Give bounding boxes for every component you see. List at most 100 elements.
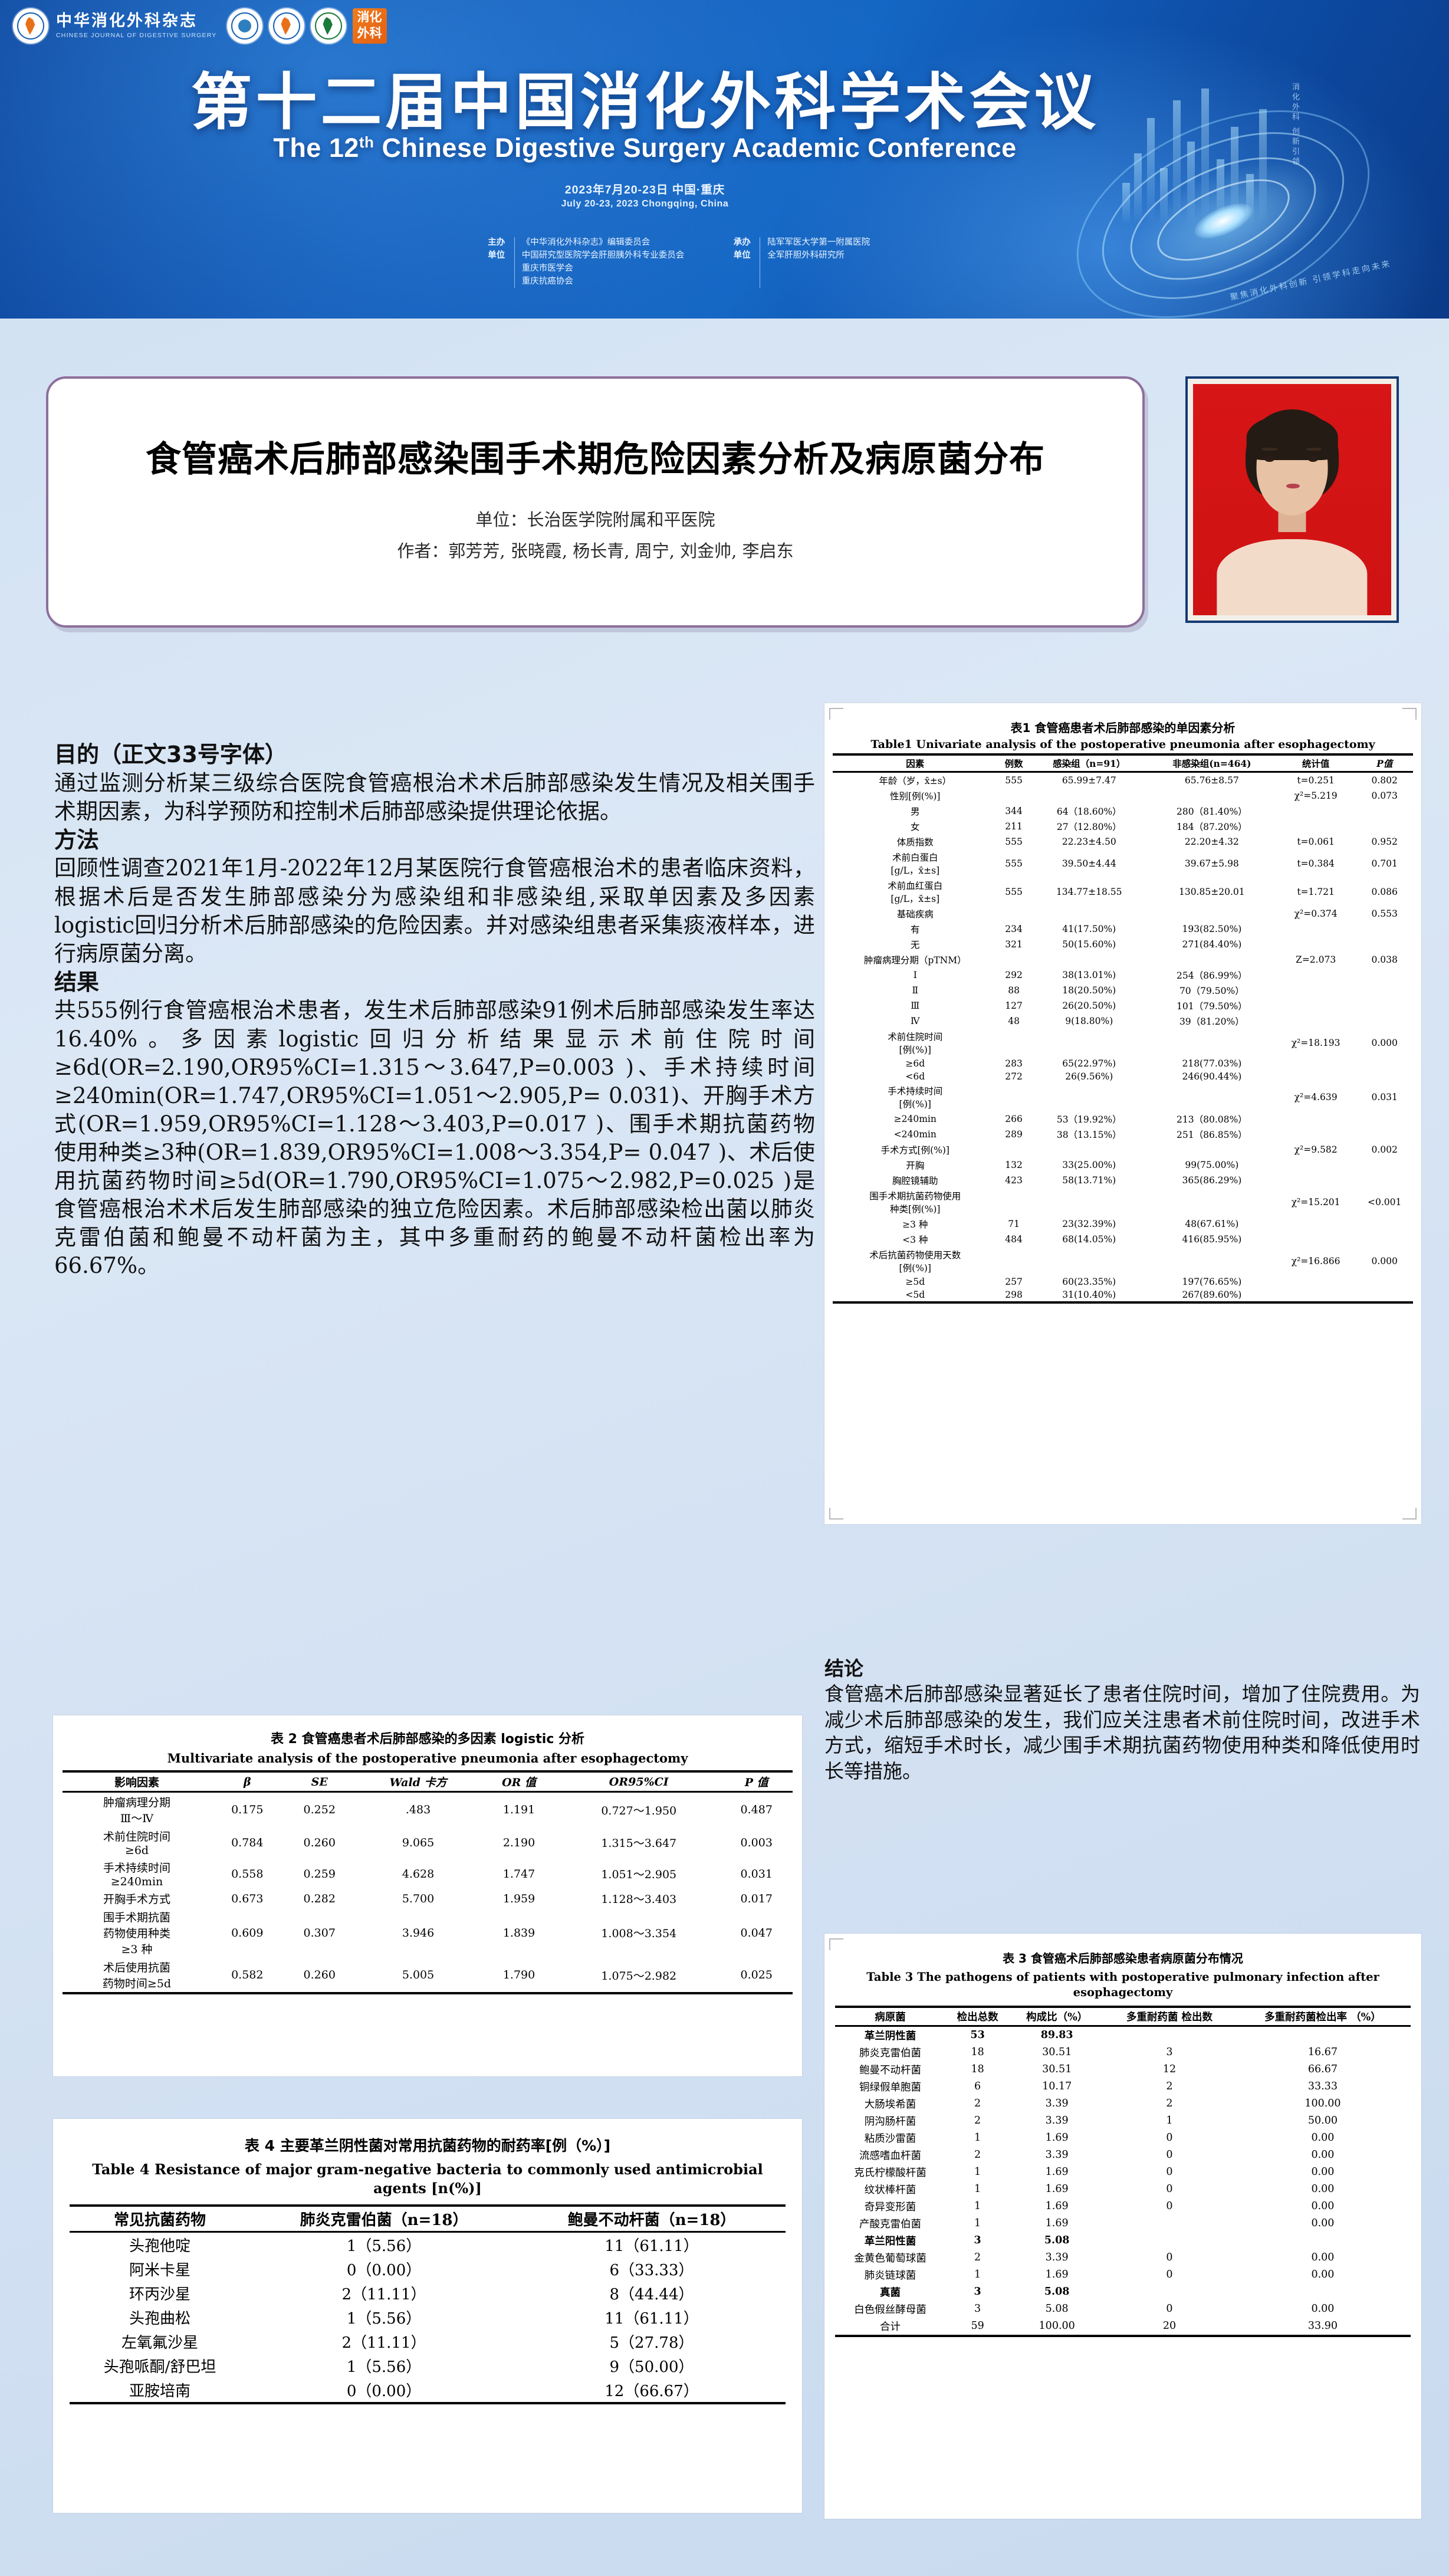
table-cell: 555 bbox=[1005, 887, 1023, 897]
table-cell bbox=[1276, 1013, 1356, 1029]
table-cell: 292 bbox=[1005, 970, 1023, 980]
table-cell: 1（5.56） bbox=[346, 2237, 422, 2255]
table-cell bbox=[1276, 1157, 1356, 1173]
journal-seal-icon bbox=[13, 8, 48, 44]
table-row: 术后使用抗菌 药物时间≥5d 0.582 0.260 5.005 1.790 1.075～2… bbox=[63, 1958, 793, 1993]
table-cell: 2.190 bbox=[502, 1836, 535, 1849]
table-cell: 0.802 bbox=[1371, 775, 1398, 786]
table-cell: 58(13.71%) bbox=[1062, 1175, 1116, 1186]
table-cell: 48 bbox=[1008, 1016, 1020, 1026]
table-cell bbox=[1356, 1070, 1413, 1083]
pathogen-mdr: 20 bbox=[1162, 2320, 1177, 2332]
pathogen-mdr-rate: 50.00 bbox=[1307, 2115, 1338, 2127]
table-cell: 0.175 bbox=[231, 1803, 264, 1816]
table-cell: 1.839 bbox=[502, 1926, 535, 1940]
table-row: 阴沟肠杆菌 2 3.39 1 50.00 bbox=[835, 2112, 1411, 2129]
table1-header-row: 因素 例数 感染组（n=91） 非感染组(n=464) 统计值 P值 bbox=[833, 754, 1413, 772]
table1-body: 年龄（岁，x̄±s） 555 65.99±7.47 65.76±8.57 t=0.251… bbox=[833, 772, 1413, 1302]
table-cell: 肿瘤病理分期 Ⅲ～Ⅳ bbox=[103, 1796, 171, 1825]
table-cell bbox=[1030, 1029, 1148, 1057]
pathogen-name: 流感嗜血杆菌 bbox=[859, 2150, 921, 2162]
table-row: <6d 272 26(9.56%) 246(90.44%) bbox=[833, 1070, 1413, 1083]
table2-head: 影响因素 β SE Wald 卡方 OR 值 OR95%CI P 值 bbox=[63, 1771, 793, 1792]
table-cell: 197(76.65%) bbox=[1182, 1276, 1242, 1287]
table-cell: 213（80.08%） bbox=[1177, 1114, 1247, 1125]
table-cell bbox=[1276, 1070, 1356, 1083]
methods-text: 回顾性调查2021年1月-2022年12月某医院行食管癌根治术的患者临床资料，根… bbox=[54, 855, 815, 966]
table3-col-1: 检出总数 bbox=[957, 2011, 998, 2023]
table3-header-row: 病原菌 检出总数 构成比（%） 多重耐药菌 检出数 多重耐药菌检出率 （%） bbox=[835, 2006, 1411, 2026]
table-cell: 64（18.60%） bbox=[1056, 806, 1122, 817]
pathogen-name: 革兰阴性菌 bbox=[864, 2030, 916, 2042]
pathogen-mdr-rate: 0.00 bbox=[1311, 2149, 1335, 2161]
pathogen-mdr: 0 bbox=[1166, 2303, 1173, 2315]
table2-caption-cn: 表 2 食管癌患者术后肺部感染的多因素 logistic 分析 bbox=[270, 1732, 585, 1747]
table-cell bbox=[1030, 788, 1148, 803]
table-row: 无 321 50(15.60%) 271(84.40%) bbox=[833, 937, 1413, 952]
pathogen-total: 1 bbox=[974, 2269, 981, 2281]
table-cell: 4.628 bbox=[402, 1867, 435, 1881]
table-cell: 5.700 bbox=[402, 1892, 435, 1905]
table-cell: t=0.251 bbox=[1297, 775, 1335, 786]
conference-banner: 消化外科 创新引领 聚焦消化外科创新 引领学科走向未来 中华消化外科杂志 CHI… bbox=[0, 0, 1449, 319]
table3-col-3: 多重耐药菌 检出数 bbox=[1126, 2011, 1213, 2023]
table-cell: t=0.384 bbox=[1297, 858, 1335, 869]
table-cell: 251（86.85%） bbox=[1177, 1130, 1247, 1140]
table-cell: 289 bbox=[1005, 1129, 1023, 1140]
pathogen-total: 2 bbox=[974, 2252, 981, 2264]
pathogen-pct: 3.39 bbox=[1045, 2098, 1069, 2110]
table-cell bbox=[1276, 819, 1356, 834]
pathogen-pct: 1.69 bbox=[1045, 2269, 1069, 2281]
table-cell: 365(86.29%) bbox=[1182, 1175, 1242, 1186]
pathogen-mdr-rate: 33.90 bbox=[1307, 2320, 1338, 2332]
pathogen-mdr-rate: 16.67 bbox=[1307, 2046, 1338, 2059]
table-cell: 344 bbox=[1005, 806, 1023, 816]
table3-caption-cn: 表 3 食管癌术后肺部感染患者病原菌分布情况 bbox=[1003, 1951, 1243, 1965]
table-cell: 8（44.44） bbox=[609, 2285, 694, 2303]
table-cell: 39.50±4.44 bbox=[1062, 858, 1116, 869]
conclusion-heading: 结论 bbox=[824, 1657, 863, 1680]
objective-text: 通过监测分析某三级综合医院食管癌根治术术后肺部感染发生情况及相关围手术期因素，为… bbox=[54, 770, 815, 824]
pathogen-pct: 3.39 bbox=[1045, 2149, 1069, 2161]
table3-head: 病原菌 检出总数 构成比（%） 多重耐药菌 检出数 多重耐药菌检出率 （%） bbox=[835, 2006, 1411, 2026]
table-cell bbox=[1356, 998, 1413, 1013]
table-cell: 阿米卡星 bbox=[129, 2261, 191, 2279]
pathogen-mdr: 0 bbox=[1166, 2200, 1173, 2213]
table-row: ≥6d 283 65(22.97%) 218(77.03%) bbox=[833, 1057, 1413, 1070]
table-cell: 132 bbox=[1005, 1160, 1023, 1170]
table-cell: 术前住院时间 ≥6d bbox=[103, 1830, 171, 1857]
table4-caption-en: Table 4 Resistance of major gram-negativ… bbox=[92, 2161, 763, 2197]
table-row: 真菌 3 5.08 bbox=[835, 2283, 1411, 2301]
pathogen-pct: 89.83 bbox=[1040, 2029, 1073, 2042]
table-cell: 0.307 bbox=[303, 1926, 336, 1940]
table2-col-4: OR 值 bbox=[502, 1776, 537, 1789]
table-row: 术前白蛋白 [g/L，x̄±s] 555 39.50±4.44 39.67±5.98 t=… bbox=[833, 849, 1413, 878]
table-cell bbox=[1030, 1247, 1148, 1275]
table-row: 粘质沙雷菌 1 1.69 0 0.00 bbox=[835, 2129, 1411, 2147]
table-cell bbox=[1148, 1188, 1276, 1216]
society-seal-icon bbox=[268, 8, 304, 44]
pathogen-name: 奇异变形菌 bbox=[864, 2201, 916, 2213]
table-row: 有 234 41(17.50%) 193(82.50%) bbox=[833, 921, 1413, 937]
table-cell: 65.99±7.47 bbox=[1062, 775, 1116, 786]
table-cell: ≥5d bbox=[905, 1276, 925, 1287]
table-row: 肺炎链球菌 1 1.69 0 0.00 bbox=[835, 2266, 1411, 2283]
city-skyline-decoration bbox=[1119, 88, 1272, 224]
table-cell bbox=[1030, 1083, 1148, 1111]
pathogen-mdr: 12 bbox=[1162, 2063, 1177, 2076]
host-item: 《中华消化外科杂志》编辑委员会 bbox=[521, 238, 650, 247]
table-cell: 肿瘤病理分期（pTNM） bbox=[863, 955, 967, 966]
pathogen-mdr: 3 bbox=[1166, 2046, 1173, 2059]
table-cell: Ⅳ bbox=[911, 1016, 920, 1026]
methods-heading: 方法 bbox=[54, 826, 100, 853]
pathogen-total: 1 bbox=[974, 2200, 981, 2213]
table-cell bbox=[1276, 921, 1356, 937]
host-list: 《中华消化外科杂志》编辑委员会 中国研究型医院学会肝胆胰外科专业委员会 重庆市医… bbox=[522, 236, 685, 288]
pathogen-mdr bbox=[1104, 2232, 1235, 2249]
conclusion-text: 食管癌术后肺部感染显著延长了患者住院时间，增加了住院费用。为减少术后肺部感染的发… bbox=[824, 1682, 1420, 1783]
pathogen-mdr-rate bbox=[1235, 2232, 1411, 2249]
table-cell bbox=[1276, 1111, 1356, 1127]
table-row: Ⅳ 48 9(18.80%) 39（81.20%） bbox=[833, 1013, 1413, 1029]
table-cell: 298 bbox=[1005, 1289, 1023, 1300]
table-cell: ≥6d bbox=[905, 1058, 925, 1069]
